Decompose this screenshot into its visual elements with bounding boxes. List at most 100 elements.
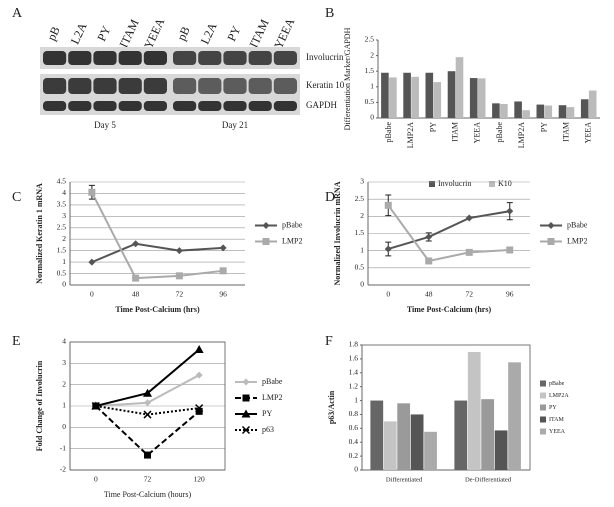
series-line xyxy=(95,405,200,457)
bar xyxy=(492,103,500,118)
marker xyxy=(143,410,152,419)
y-axis-label: Normalized Involucrin mRNA xyxy=(333,181,342,285)
bar xyxy=(522,110,530,118)
x-tick-label: 0 xyxy=(94,475,98,484)
legend-label: Involucrin xyxy=(438,179,471,188)
panel-letter: A xyxy=(12,6,23,21)
y-tick-label: 1.8 xyxy=(349,340,359,349)
y-tick-label: 0.5 xyxy=(57,268,67,277)
bar xyxy=(580,99,589,118)
y-tick-label: 3.5 xyxy=(57,200,67,209)
marker xyxy=(175,247,183,255)
legend-marker xyxy=(242,378,250,386)
y-tick-label: 2 xyxy=(62,379,66,388)
y-tick-label: 0 xyxy=(62,422,66,431)
y-tick-label: 1.5 xyxy=(365,66,375,75)
y-tick-label: 1.4 xyxy=(349,367,359,376)
x-tick-label: pBabe xyxy=(384,122,393,143)
x-tick-label: PY xyxy=(428,122,437,132)
bar xyxy=(469,78,478,118)
bar xyxy=(370,400,384,470)
y-tick-label: -2 xyxy=(60,465,66,474)
x-tick-label: YEEA xyxy=(584,122,593,144)
y-tick-label: 1.5 xyxy=(355,228,365,237)
legend-marker xyxy=(547,222,555,229)
y-tick-label: 1 xyxy=(354,395,358,404)
y-axis-label: p63/Actin xyxy=(327,390,336,424)
panel-letter: C xyxy=(12,190,21,205)
legend-label: pBabe xyxy=(282,220,303,229)
marker xyxy=(175,272,183,280)
bar xyxy=(454,400,468,470)
y-tick-label: 4.5 xyxy=(57,177,67,186)
y-tick-label: 1 xyxy=(370,82,374,91)
x-tick-label: 72 xyxy=(144,475,152,484)
marker xyxy=(132,240,140,248)
blot-band xyxy=(223,51,247,65)
series-line xyxy=(387,210,510,250)
x-axis-label: Time Post-Calcium (hrs) xyxy=(407,305,492,314)
x-tick-label: 72 xyxy=(466,290,474,299)
bar xyxy=(467,351,481,470)
blot-band xyxy=(223,101,247,111)
legend-marker xyxy=(547,238,555,245)
legend-label: YEEA xyxy=(549,429,566,435)
y-axis-label: Differentiation Marker/GAPDH xyxy=(343,27,352,130)
legend-label: LMP2 xyxy=(282,236,302,245)
y-tick-label: 4 xyxy=(62,337,66,346)
y-tick-label: 0.6 xyxy=(349,423,359,432)
y-tick-label: 3 xyxy=(62,358,66,367)
blot-band xyxy=(68,51,92,65)
blot-band xyxy=(43,101,67,111)
bar xyxy=(536,104,545,118)
x-tick-label: PY xyxy=(539,122,548,132)
blot-band xyxy=(118,78,142,94)
bar xyxy=(566,107,575,118)
blot-band xyxy=(173,51,197,65)
blot-band xyxy=(143,51,167,65)
blot-band xyxy=(198,51,222,65)
marker xyxy=(195,371,203,379)
bar xyxy=(389,77,397,118)
blot-band xyxy=(68,78,92,94)
x-tick-label: 96 xyxy=(219,290,227,299)
y-tick-label: 4 xyxy=(62,188,66,197)
marker xyxy=(465,248,473,256)
legend-swatch xyxy=(429,181,435,187)
y-tick-label: 2.5 xyxy=(355,194,365,203)
blot-band xyxy=(143,101,167,111)
blot-band xyxy=(273,78,297,94)
marker xyxy=(465,214,473,222)
lane-label: PY xyxy=(94,23,113,43)
marker xyxy=(144,451,151,459)
y-tick-label: 1.2 xyxy=(349,381,359,390)
y-tick-label: 0.5 xyxy=(365,97,375,106)
marker xyxy=(88,258,96,266)
y-tick-label: 0 xyxy=(360,280,364,289)
x-tick-label: 72 xyxy=(176,290,184,299)
x-axis-label: Time Post-Calcium (hours) xyxy=(104,490,192,499)
row-label: Involucrin xyxy=(306,52,344,62)
x-tick-label: 48 xyxy=(132,290,140,299)
lane-label: pB xyxy=(174,24,193,43)
panel-letter: B xyxy=(325,6,334,21)
bar xyxy=(425,72,434,118)
y-tick-label: 2.5 xyxy=(365,35,375,44)
y-tick-label: 0.2 xyxy=(349,451,359,460)
x-axis-label: Time Post-Calcium (hrs) xyxy=(115,305,200,314)
x-tick-label: 120 xyxy=(194,475,206,484)
x-tick-label: ITAM xyxy=(562,122,571,142)
blot-band xyxy=(68,101,92,111)
marker xyxy=(506,207,514,215)
x-tick-label: ITAM xyxy=(451,122,460,142)
panel-letter: D xyxy=(325,190,335,205)
legend-swatch xyxy=(540,416,546,423)
series-line xyxy=(387,204,510,263)
bar xyxy=(381,72,389,118)
blot-band xyxy=(93,78,117,94)
blot-band xyxy=(43,51,67,65)
legend-label: p63 xyxy=(262,425,274,434)
x-tick-label: Differentiated xyxy=(386,476,423,483)
y-tick-label: 0.5 xyxy=(355,263,365,272)
